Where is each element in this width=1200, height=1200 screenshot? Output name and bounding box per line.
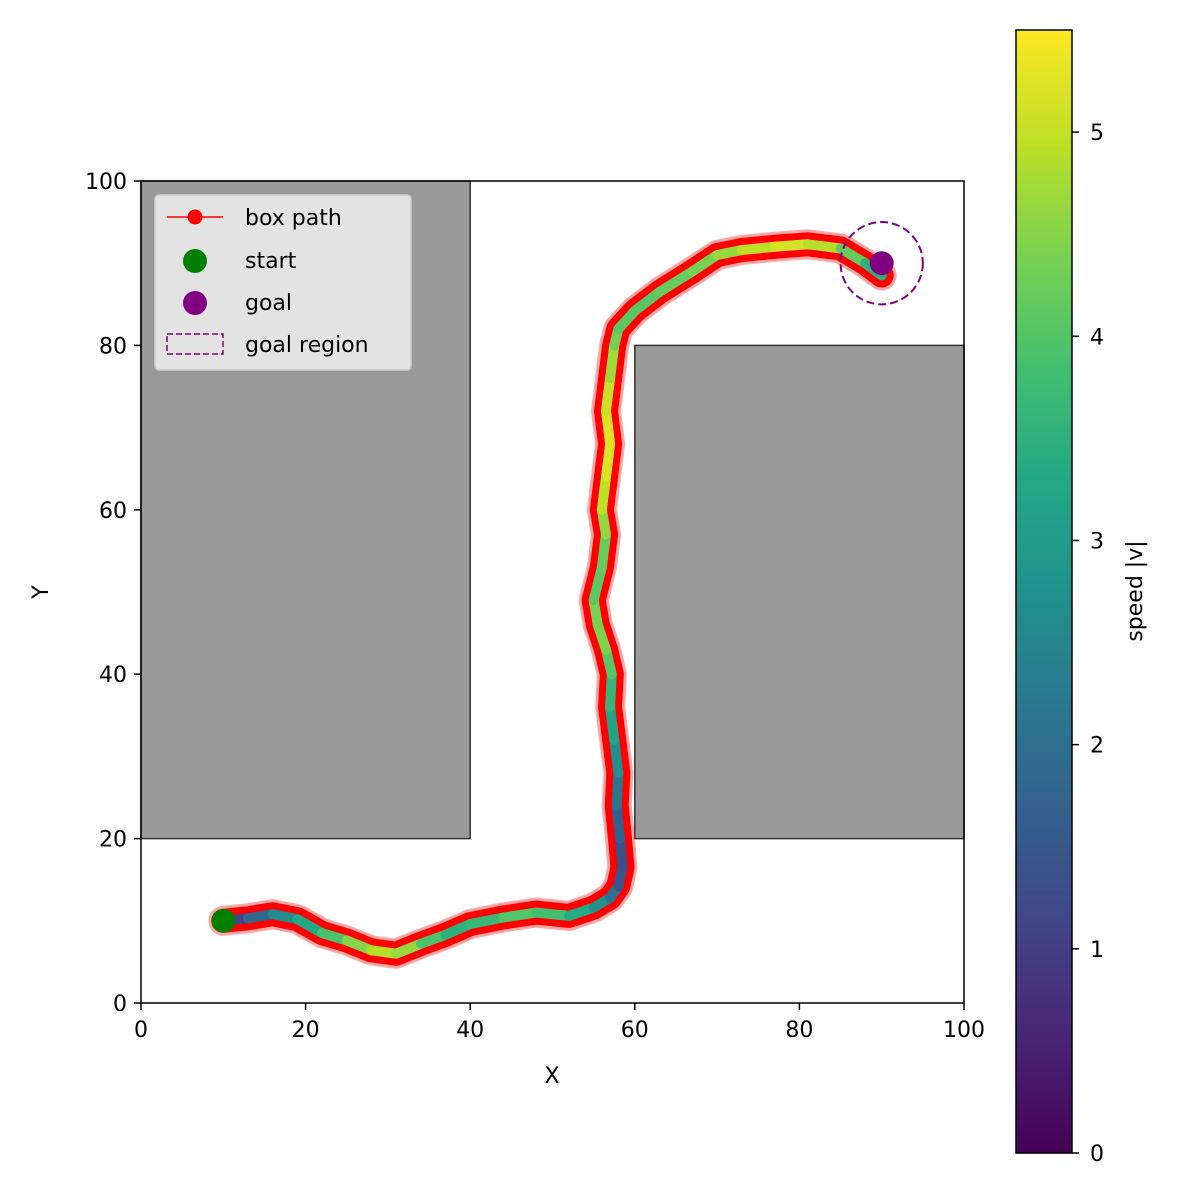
- legend-entry-goal-region: goal region: [245, 333, 369, 358]
- speed-segment: [600, 406, 616, 450]
- speed-segment: [802, 239, 846, 254]
- legend-start-marker: [183, 249, 207, 273]
- colorbar-tick-label: 2: [1090, 734, 1104, 759]
- y-tick-label: 40: [99, 663, 127, 688]
- x-tick-label: 20: [292, 1018, 320, 1043]
- colorbar-tick-label: 5: [1090, 121, 1104, 146]
- speed-segment: [600, 373, 616, 417]
- colorbar-tick-label: 3: [1090, 529, 1104, 554]
- goal-region: [839, 221, 924, 306]
- x-tick-label: 100: [943, 1018, 985, 1043]
- colorbar-gradient: [1015, 29, 1073, 1154]
- speed-segment: [769, 239, 813, 252]
- speed-segment: [611, 800, 625, 844]
- y-axis-ticks: 0 20 40 60 80 100: [85, 170, 141, 1017]
- x-tick-label: 80: [785, 1018, 813, 1043]
- colorbar-tick-label: 0: [1090, 1142, 1104, 1167]
- legend: box path start goal goal region: [154, 194, 412, 371]
- legend-goal-marker: [183, 291, 207, 315]
- speed-segment: [605, 340, 620, 384]
- speed-segment: [654, 266, 698, 297]
- speed-segment: [736, 241, 780, 256]
- speed-segment: [600, 439, 616, 482]
- x-tick-label: 0: [134, 1018, 148, 1043]
- speed-segment: [588, 562, 607, 606]
- speed-segment: [605, 702, 620, 745]
- path-layer: [208, 229, 897, 969]
- speed-segment: [596, 471, 611, 515]
- speed-segment: [531, 907, 574, 921]
- colorbar-tick-label: 1: [1090, 938, 1104, 963]
- x-axis-label: X: [544, 1064, 559, 1089]
- y-axis-label: Y: [29, 585, 54, 600]
- y-tick-label: 60: [99, 499, 127, 524]
- y-tick-label: 100: [85, 170, 127, 195]
- speed-segment: [596, 529, 611, 573]
- speed-segment: [465, 912, 509, 930]
- speed-segment: [609, 734, 624, 778]
- legend-entry-start: start: [245, 249, 297, 274]
- x-axis-ticks: 0 20 40 60 80 100: [134, 1003, 985, 1043]
- colorbar-tick-label: 4: [1090, 325, 1104, 350]
- speed-segment: [498, 907, 542, 923]
- legend-box: [154, 194, 412, 371]
- legend-entry-goal: goal: [245, 291, 292, 316]
- y-tick-label: 20: [99, 828, 127, 853]
- legend-entry-box-path: box path: [245, 206, 342, 231]
- x-tick-label: 60: [621, 1018, 649, 1043]
- colorbar-label: speed |v|: [1123, 540, 1148, 641]
- y-tick-label: 0: [113, 992, 127, 1017]
- speed-segment: [629, 286, 665, 316]
- start-marker: [211, 908, 236, 933]
- plot-frame: [140, 180, 965, 1004]
- y-tick-label: 80: [99, 334, 127, 359]
- colorbar-ticks: 0 1 2 3 4 5: [1072, 121, 1104, 1167]
- goal-marker: [869, 251, 894, 276]
- x-tick-label: 40: [456, 1018, 484, 1043]
- speed-segment: [611, 767, 624, 811]
- legend-path-marker: [187, 209, 203, 225]
- goal-layer: [211, 221, 924, 933]
- legend-goal-region-patch: [166, 333, 224, 355]
- speed-segment: [605, 669, 617, 713]
- obstacle-2: [634, 344, 965, 840]
